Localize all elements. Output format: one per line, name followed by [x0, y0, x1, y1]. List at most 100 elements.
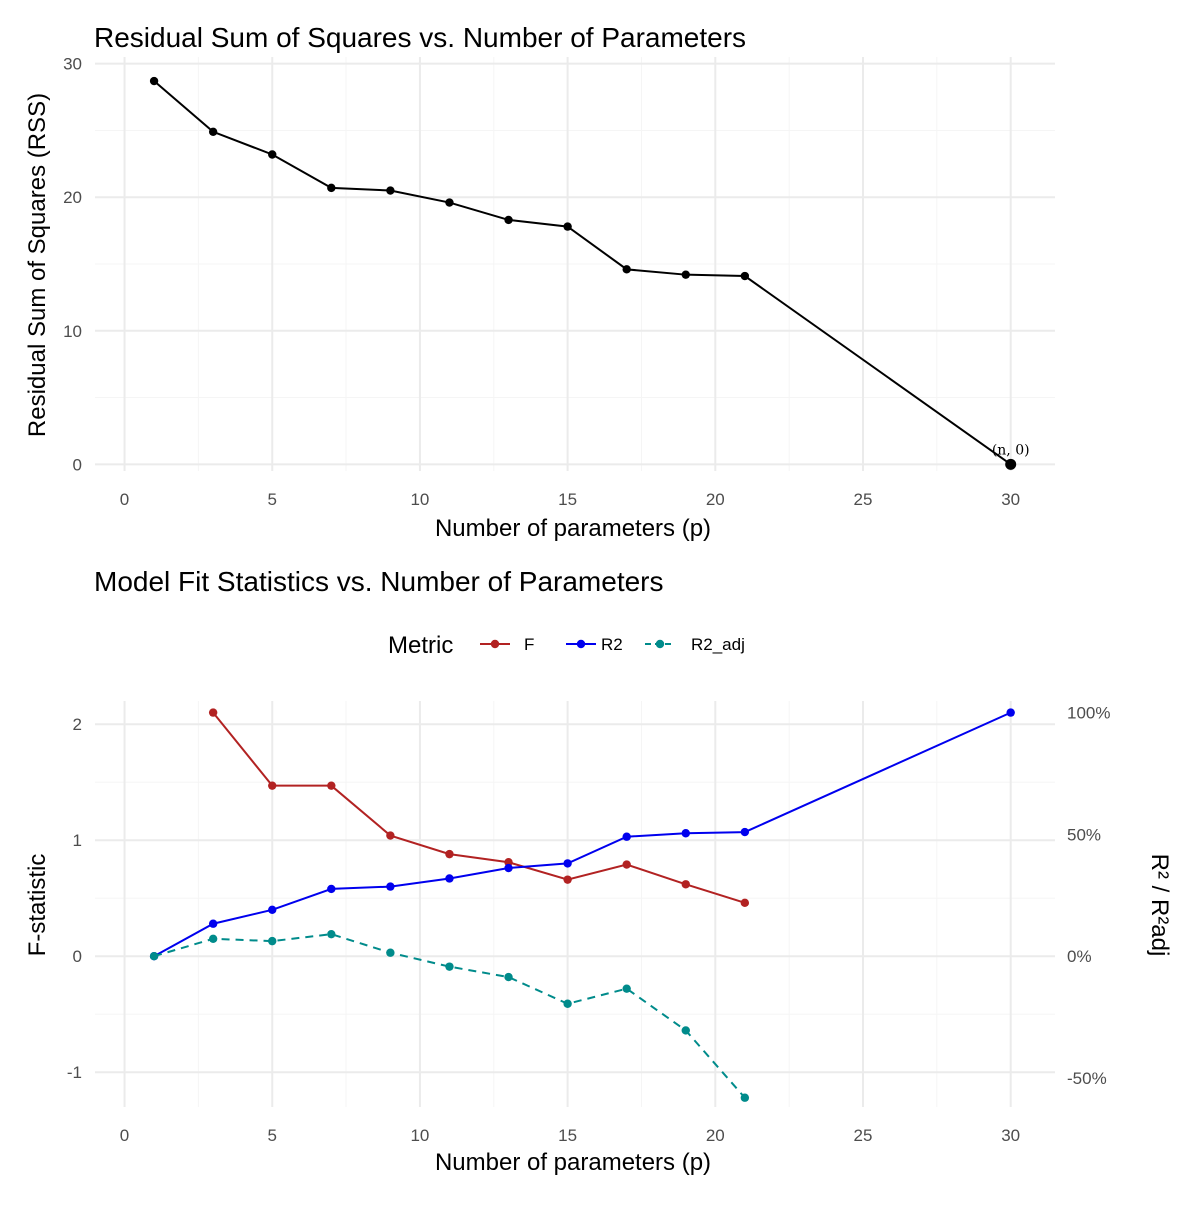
data-point-r2 [1006, 708, 1015, 717]
fit-x-tick-label: 10 [410, 1126, 429, 1145]
fit-stats-series [149, 708, 1015, 1102]
data-point-f [445, 849, 454, 859]
data-point-r2-adj [445, 962, 454, 971]
fit-y-tick-label: -1 [67, 1063, 82, 1082]
data-point-f [681, 880, 690, 889]
rss-x-tick-label: 25 [854, 490, 873, 509]
rss-y-axis-title: Residual Sum of Squares (RSS) [24, 93, 51, 437]
fit-stats-grid [95, 701, 1055, 1107]
fit-stats-chart-title: Model Fit Statistics vs. Number of Param… [94, 566, 664, 597]
data-point-r2-adj [622, 984, 631, 993]
rss-series: (n, 0) [149, 76, 1030, 470]
fit-x-tick-label: 5 [267, 1126, 276, 1145]
rss-data-point [386, 186, 395, 195]
fit-x-tick-label: 15 [558, 1126, 577, 1145]
rss-panel: Residual Sum of Squares vs. Number of Pa… [24, 22, 1055, 542]
data-point-f [386, 831, 395, 840]
rss-y-tick-label: 0 [73, 455, 82, 474]
data-point-r2-adj [149, 952, 159, 961]
rss-chart-title: Residual Sum of Squares vs. Number of Pa… [94, 22, 746, 53]
data-point-r2 [563, 859, 572, 868]
fit-x-tick-label: 20 [706, 1126, 725, 1145]
series-line-r2 [153, 711, 1012, 958]
fit-x-tick-label: 25 [854, 1126, 873, 1145]
data-point-f [208, 708, 218, 717]
data-point-r2 [681, 829, 690, 838]
legend-label: F [524, 635, 534, 654]
data-point-r2 [327, 884, 336, 894]
rss-x-tick-label: 5 [267, 490, 276, 509]
rss-data-point [740, 271, 750, 281]
rss-data-point [563, 222, 572, 231]
fit-secondary-y-tick-label: 50% [1067, 825, 1101, 844]
rss-annotation: (n, 0) [992, 442, 1030, 458]
data-point-f [622, 860, 631, 869]
rss-tick-labels: 0 5 10 15 20 25 30 0 10 20 30 [63, 55, 1020, 509]
data-point-r2-adj [386, 948, 395, 957]
rss-y-tick-label: 20 [63, 188, 82, 207]
legend-key-point [490, 639, 500, 649]
fit-x-tick-label: 30 [1001, 1126, 1020, 1145]
data-point-r2 [208, 919, 218, 928]
rss-data-point [327, 183, 336, 193]
data-point-r2-adj [681, 1026, 690, 1035]
data-point-r2 [268, 905, 277, 914]
data-point-f [268, 781, 277, 790]
legend-key-point [655, 639, 665, 649]
rss-data-point [622, 265, 631, 274]
rss-data-point [208, 127, 218, 136]
data-point-f [327, 781, 336, 790]
data-point-f [504, 858, 513, 867]
fit-y-tick-label: 1 [73, 831, 82, 850]
rss-x-tick-label: 30 [1001, 490, 1020, 509]
data-point-r2 [386, 882, 395, 891]
legend: Metric F R2 R2_adj [388, 632, 745, 659]
rss-x-tick-label: 20 [706, 490, 725, 509]
data-point-r2-adj [327, 929, 336, 939]
data-point-r2-adj [563, 999, 572, 1008]
data-point-r2 [504, 863, 513, 873]
fit-y-tick-label: 0 [73, 947, 82, 966]
data-point-r2-adj [504, 972, 513, 982]
rss-data-point [504, 215, 513, 225]
fit-x-tick-label: 0 [120, 1126, 129, 1145]
data-point-f [563, 875, 572, 884]
legend-key-point [576, 639, 586, 649]
data-point-r2 [445, 874, 454, 883]
rss-y-tick-label: 10 [63, 322, 82, 341]
data-point-r2 [740, 827, 750, 837]
rss-x-tick-label: 0 [120, 490, 129, 509]
legend-label: R2_adj [691, 635, 745, 654]
fit-stats-secondary-y-axis-title: R² / R²adj [1146, 854, 1173, 957]
data-point-f [740, 898, 750, 908]
rss-series-line [153, 80, 1012, 466]
fit-y-tick-label: 2 [73, 715, 82, 734]
rss-data-point [268, 150, 277, 159]
rss-data-point [681, 270, 690, 279]
rss-data-point [445, 198, 454, 207]
series-line-r2-adj [153, 933, 746, 1099]
rss-y-tick-label: 30 [63, 55, 82, 74]
data-point-r2-adj [208, 934, 218, 943]
fit-stats-y-axis-title: F-statistic [24, 854, 51, 957]
rss-x-tick-label: 15 [558, 490, 577, 509]
fit-stats-x-axis-title: Number of parameters (p) [435, 1149, 711, 1176]
legend-label: R2 [601, 635, 623, 654]
legend-title: Metric [388, 632, 453, 659]
rss-x-tick-label: 10 [410, 490, 429, 509]
rss-data-point [1005, 458, 1017, 470]
series-line-f [212, 711, 746, 904]
fit-secondary-y-tick-label: 0% [1067, 947, 1092, 966]
data-point-r2-adj [268, 936, 277, 946]
data-point-r2 [622, 832, 631, 841]
data-point-r2-adj [740, 1093, 750, 1102]
fit-secondary-y-tick-label: -50% [1067, 1069, 1107, 1088]
fit-secondary-y-tick-label: 100% [1067, 704, 1110, 723]
fit-stats-panel: Model Fit Statistics vs. Number of Param… [24, 566, 1173, 1176]
rss-data-point [149, 76, 159, 86]
legend-items: F R2 R2_adj [480, 635, 745, 654]
rss-grid [95, 57, 1055, 471]
fit-stats-tick-labels: 0 5 10 15 20 25 30 -1 0 1 2 -50% 0% 50% 100% [67, 704, 1111, 1145]
